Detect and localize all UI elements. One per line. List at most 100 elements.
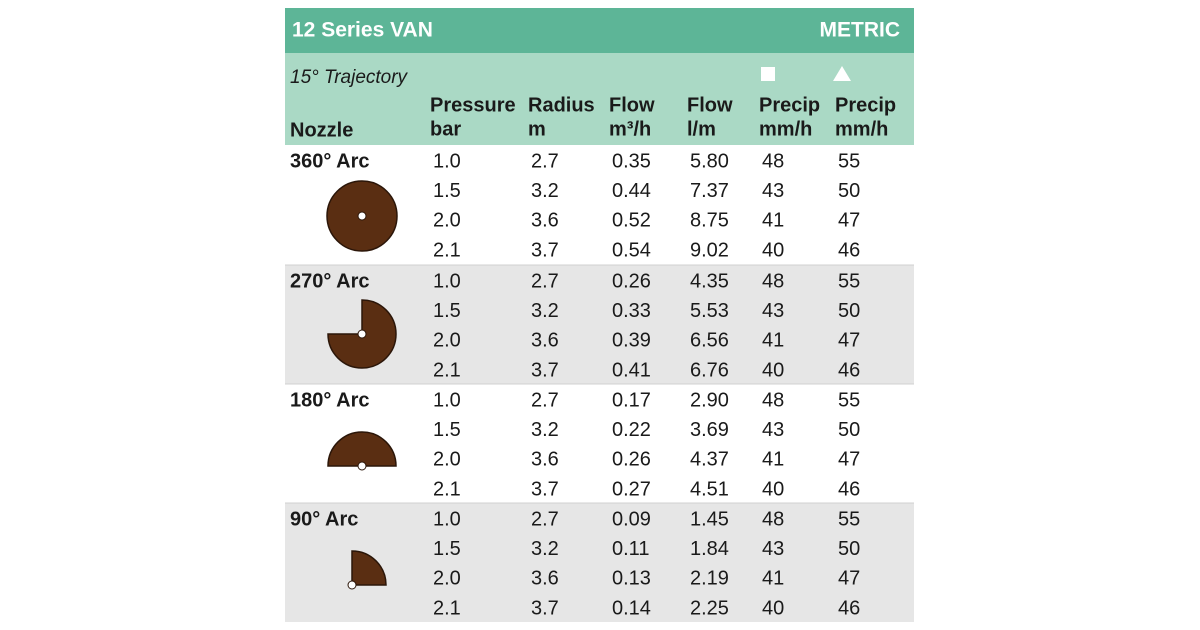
cell: 1.0 — [433, 150, 461, 172]
arc-icon — [351, 550, 387, 586]
cell: 50 — [838, 180, 860, 202]
nozzle-dot — [357, 329, 367, 339]
column-header: Flow — [687, 94, 733, 116]
cell: 2.0 — [433, 449, 461, 471]
cell: 3.69 — [690, 419, 729, 441]
cell: 55 — [838, 389, 860, 411]
column-header: Precip — [759, 94, 820, 116]
cell: 2.7 — [531, 508, 559, 530]
cell: 0.14 — [612, 597, 651, 619]
cell: 9.02 — [690, 239, 729, 261]
title: 12 Series VAN — [292, 19, 433, 42]
cell: 3.6 — [531, 568, 559, 590]
cell: 3.7 — [531, 359, 559, 381]
cell: 41 — [762, 210, 784, 232]
cell: 2.7 — [531, 270, 559, 292]
cell: 3.6 — [531, 449, 559, 471]
cell: 2.25 — [690, 597, 729, 619]
cell: 55 — [838, 270, 860, 292]
cell: 3.2 — [531, 538, 559, 560]
cell: 2.1 — [433, 597, 461, 619]
cell: 2.1 — [433, 359, 461, 381]
cell: 4.37 — [690, 449, 729, 471]
column-header: Precip — [835, 94, 896, 116]
arc-icon — [327, 431, 397, 467]
cell: 41 — [762, 449, 784, 471]
cell: 46 — [838, 597, 860, 619]
cell: 41 — [762, 568, 784, 590]
cell: 40 — [762, 359, 784, 381]
cell: 0.27 — [612, 478, 651, 500]
cell: 40 — [762, 239, 784, 261]
cell: 2.1 — [433, 478, 461, 500]
cell: 47 — [838, 210, 860, 232]
cell: 1.0 — [433, 270, 461, 292]
cell: 2.90 — [690, 389, 729, 411]
nozzle-header: Nozzle — [290, 119, 353, 141]
cell: 1.45 — [690, 508, 729, 530]
nozzle-label: 180° Arc — [290, 389, 370, 411]
cell: 7.37 — [690, 180, 729, 202]
cell: 2.0 — [433, 568, 461, 590]
cell: 0.52 — [612, 210, 651, 232]
cell: 43 — [762, 180, 784, 202]
cell: 48 — [762, 270, 784, 292]
column-header: Flow — [609, 94, 655, 116]
cell: 46 — [838, 359, 860, 381]
cell: 1.5 — [433, 538, 461, 560]
cell: 3.2 — [531, 300, 559, 322]
nozzle-dot — [357, 461, 367, 471]
cell: 43 — [762, 538, 784, 560]
cell: 3.7 — [531, 239, 559, 261]
cell: 5.53 — [690, 300, 729, 322]
cell: 2.19 — [690, 568, 729, 590]
cell: 47 — [838, 568, 860, 590]
cell: 8.75 — [690, 210, 729, 232]
cell: 0.35 — [612, 150, 651, 172]
nozzle-label: 270° Arc — [290, 270, 370, 292]
nozzle-label: 360° Arc — [290, 150, 370, 172]
cell: 0.17 — [612, 389, 651, 411]
cell: 0.33 — [612, 300, 651, 322]
cell: 0.22 — [612, 419, 651, 441]
title-bar — [285, 8, 914, 53]
cell: 1.0 — [433, 508, 461, 530]
cell: 2.0 — [433, 210, 461, 232]
cell: 48 — [762, 389, 784, 411]
cell: 0.41 — [612, 359, 651, 381]
cell: 2.0 — [433, 330, 461, 352]
cell: 0.26 — [612, 270, 651, 292]
column-header: m³/h — [609, 118, 651, 140]
nozzle-dot — [347, 580, 357, 590]
cell: 3.6 — [531, 330, 559, 352]
nozzle-label: 90° Arc — [290, 508, 358, 530]
trajectory: 15° Trajectory — [290, 67, 409, 88]
unit-system: METRIC — [820, 19, 901, 42]
cell: 3.6 — [531, 210, 559, 232]
cell: 40 — [762, 597, 784, 619]
cell: 43 — [762, 419, 784, 441]
column-header: mm/h — [759, 118, 812, 140]
cell: 0.26 — [612, 449, 651, 471]
cell: 3.7 — [531, 478, 559, 500]
cell: 2.1 — [433, 239, 461, 261]
column-header: l/m — [687, 118, 716, 140]
cell: 2.7 — [531, 150, 559, 172]
cell: 41 — [762, 330, 784, 352]
cell: 50 — [838, 538, 860, 560]
nozzle-dot — [357, 211, 367, 221]
group-band — [285, 503, 914, 622]
column-header: Radius — [528, 94, 595, 116]
cell: 1.5 — [433, 180, 461, 202]
cell: 46 — [838, 478, 860, 500]
cell: 50 — [838, 300, 860, 322]
cell: 55 — [838, 508, 860, 530]
cell: 48 — [762, 150, 784, 172]
cell: 6.76 — [690, 359, 729, 381]
cell: 6.56 — [690, 330, 729, 352]
column-header: m — [528, 118, 546, 140]
triangle-icon — [833, 66, 851, 81]
cell: 3.2 — [531, 419, 559, 441]
cell: 47 — [838, 449, 860, 471]
